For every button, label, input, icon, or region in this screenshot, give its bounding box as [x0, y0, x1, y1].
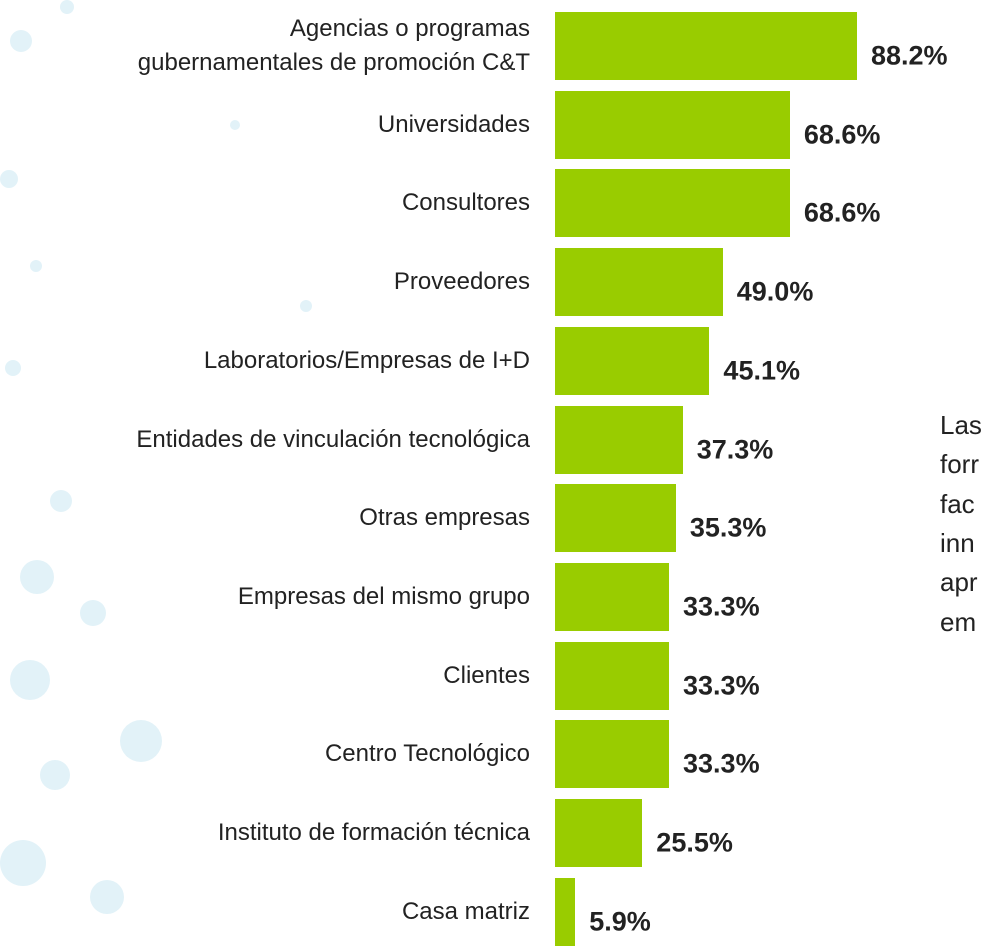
annotation-text: Las: [940, 410, 982, 440]
bar: [555, 484, 676, 553]
bubble: [120, 720, 162, 762]
bubble: [30, 260, 42, 272]
value-label: 33.3%: [683, 748, 760, 779]
category-label: Consultores: [401, 189, 530, 217]
bar: [555, 169, 790, 238]
category-label: Entidades de vinculación tecnológica: [136, 425, 530, 453]
bar: [555, 799, 643, 867]
bubble: [0, 840, 46, 886]
bubble: [60, 0, 74, 14]
bar: [555, 720, 670, 789]
value-label: 35.3%: [689, 512, 767, 543]
value-label: 68.6%: [803, 197, 881, 228]
bubble: [40, 760, 70, 790]
value-label: 45.1%: [723, 355, 800, 386]
category-label: Universidades: [377, 110, 530, 138]
value-label: 5.9%: [589, 906, 651, 937]
category-label: Otras empresas: [359, 504, 530, 532]
bubble: [230, 120, 240, 130]
category-label: Clientes: [443, 661, 530, 689]
value-label: 33.3%: [683, 591, 760, 622]
value-label: 49.0%: [736, 276, 814, 307]
value-label: 25.5%: [656, 827, 733, 858]
annotation-text: apr: [940, 567, 978, 598]
annotation-text: em: [940, 606, 977, 637]
value-label: 88.2%: [870, 40, 948, 71]
category-label: Instituto de formación técnica: [217, 819, 530, 846]
value-label: 33.3%: [683, 670, 760, 701]
bubble: [80, 600, 106, 626]
value-label: 68.6%: [803, 119, 881, 150]
value-label: 37.3%: [696, 434, 774, 464]
bar: [555, 562, 670, 631]
bar: [555, 248, 723, 317]
bubble: [50, 490, 72, 512]
bubble: [5, 360, 21, 376]
bubble: [90, 880, 124, 914]
bubble: [20, 560, 54, 594]
annotation-text: forr: [940, 449, 979, 480]
bar: [555, 90, 790, 159]
category-label: Laboratorios/Empresas de I+D: [203, 346, 530, 374]
category-label: Agencias o programas gubernamentales de …: [137, 15, 530, 76]
bubble: [10, 660, 50, 700]
category-label: Centro Tecnológico: [324, 740, 530, 768]
bar: [555, 641, 670, 710]
bubble: [300, 300, 312, 312]
bubble: [10, 30, 32, 52]
category-label: Empresas del mismo grupo: [237, 582, 530, 610]
bar: [555, 405, 683, 474]
annotation-text: inn: [940, 527, 975, 558]
bubble: [0, 170, 18, 188]
category-label: Casa matriz: [401, 897, 530, 925]
bar: [555, 12, 857, 80]
bar: [555, 877, 576, 946]
category-label: Proveedores: [393, 268, 530, 296]
bar: [555, 326, 710, 395]
annotation-text: fac: [940, 488, 975, 519]
